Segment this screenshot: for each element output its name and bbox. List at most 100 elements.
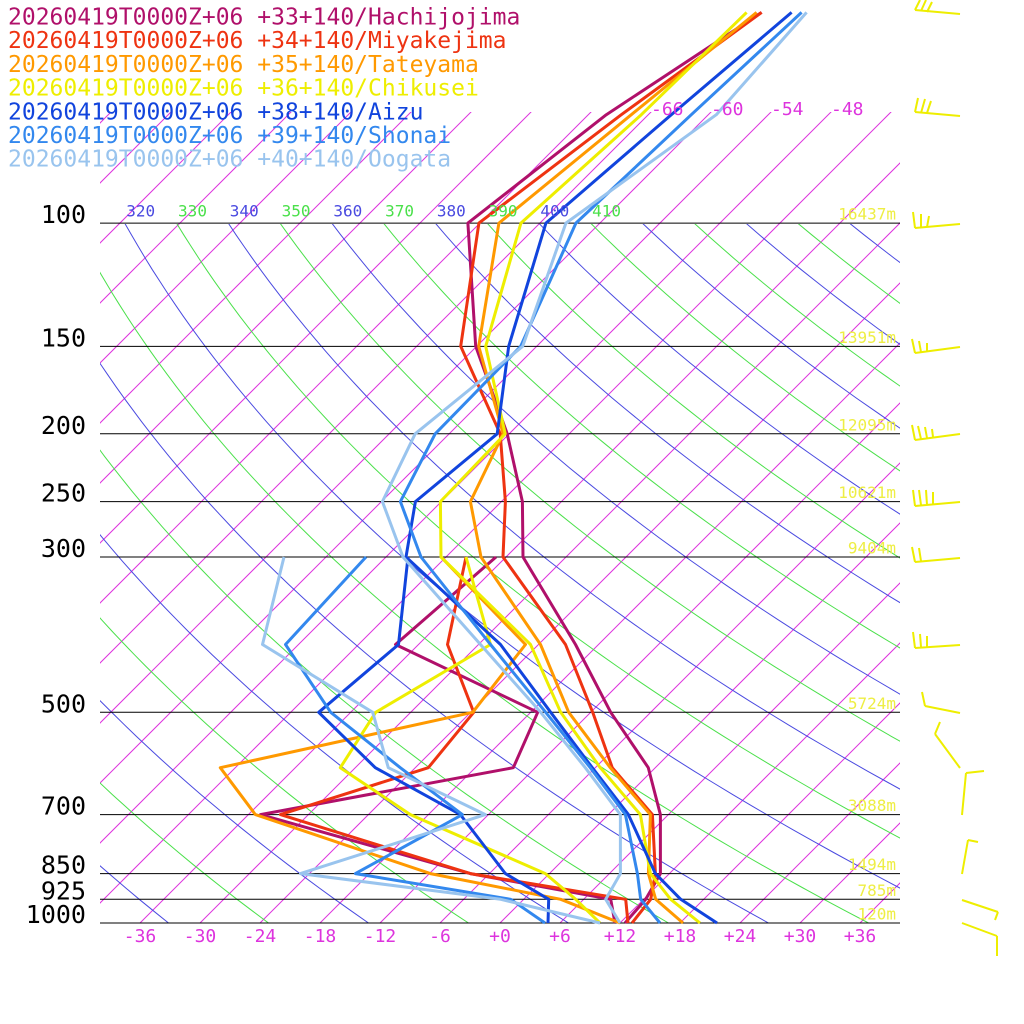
isotherm [439,462,900,923]
pressure-label: 1000 [26,900,86,929]
adiabat [100,782,269,923]
height-label: 1494m [848,855,896,874]
isotherm [100,112,472,484]
legend-entry: 20260419T0000Z+06 +38+140/Aizu [8,99,423,125]
isotherm [100,112,592,604]
x-tick-label: -24 [244,926,277,947]
isotherm [319,342,900,923]
dewpoint-line [278,556,630,924]
legend-entry: 20260419T0000Z+06 +34+140/Miyakejima [8,28,507,54]
isotherm [100,112,412,424]
wind-barb [911,424,961,441]
pressure-label: 925 [41,876,86,905]
dewpoint-line [317,556,551,924]
wind-barb [921,691,961,714]
x-tick-label: +0 [489,926,511,947]
adiabat [746,224,900,346]
pressure-label: 700 [41,792,86,821]
isotherm [259,282,900,923]
pressure-label: 250 [41,479,86,508]
adiabat [124,224,900,889]
temperature-line [438,11,748,925]
temperature-line [459,11,763,924]
isotherm [559,582,900,923]
adiabat [642,224,900,429]
legend-entry: 20260419T0000Z+06 +33+140/Hachijojima [8,5,520,31]
x-tick-label: -12 [364,926,397,947]
temperature-line [380,11,808,924]
isotherm [100,112,652,664]
isotherm [100,112,292,304]
isotherm-label: -66 [651,99,684,120]
height-label: 13951m [838,328,896,347]
isotherm [679,702,900,923]
height-label: 10621m [838,483,896,502]
adiabat [797,224,900,304]
pressure-label: 150 [41,323,86,352]
height-label: 785m [857,881,896,900]
wind-barb [911,338,961,354]
wind-barb [912,489,961,507]
temperature-line [398,11,803,924]
labels: 320 330 340 350 360 370 380 390 400 410 -66 -60 -54 -… [8,5,896,948]
isotherm [100,112,172,184]
wind-barb [961,770,985,816]
adiabat-label: 320 [126,202,155,221]
pressure-label: 200 [41,411,86,440]
x-tick-label: +12 [604,926,637,947]
adiabat [176,224,900,839]
isotherm [100,112,832,844]
adiabat [435,224,900,604]
adiabat-label: 340 [230,202,259,221]
x-tick-label: +36 [844,926,877,947]
dewpoint-line [261,556,601,925]
height-label: 12095m [838,415,896,434]
adiabat [280,224,900,742]
isotherm-label: -60 [711,99,744,120]
adiabat [100,699,369,923]
temperature-line [466,11,763,924]
dewpoint-line [258,555,617,924]
legend-entry: 20260419T0000Z+06 +40+140/Oogata [8,147,451,173]
wind-barb [914,97,961,117]
adiabat [590,224,900,472]
isotherm [799,822,900,923]
x-tick-label: -18 [304,926,337,947]
adiabat-label: 410 [592,202,621,221]
adiabat [228,224,900,790]
adiabat [100,271,869,923]
isotherm-label: -54 [771,99,804,120]
temperature-line [404,11,793,925]
adiabat-label: 400 [540,202,569,221]
wind-barb [961,839,979,875]
adiabat [100,362,769,923]
isotherm [379,402,900,923]
height-label: 120m [857,905,896,924]
isotherm [859,882,900,923]
isotherm [100,112,532,544]
legend-entry: 20260419T0000Z+06 +39+140/Shonai [8,123,451,149]
x-tick-label: -36 [124,926,157,947]
adiabat-label: 360 [333,202,362,221]
x-tick-label: +18 [664,926,697,947]
adiabat [100,449,669,923]
wind-barb [911,546,961,563]
pressure-label: 500 [41,689,86,718]
height-label: 5724m [848,694,896,713]
adiabat-label: 370 [385,202,414,221]
isotherm [100,112,892,904]
isotherm [100,112,352,364]
legend-entry: 20260419T0000Z+06 +36+140/Chikusei [8,76,479,102]
adiabat [538,224,900,515]
height-label: 9404m [848,539,896,558]
adiabat-label: 350 [282,202,311,221]
height-label: 16437m [838,205,896,224]
wind-barb [961,922,998,956]
isotherm [499,522,900,923]
legend-entry: 20260419T0000Z+06 +35+140/Tateyama [8,52,479,78]
isotherm [100,112,712,724]
pressure-label: 850 [41,851,86,880]
wind-barb [912,211,961,229]
isotherm [619,642,900,923]
soundings [218,11,808,925]
